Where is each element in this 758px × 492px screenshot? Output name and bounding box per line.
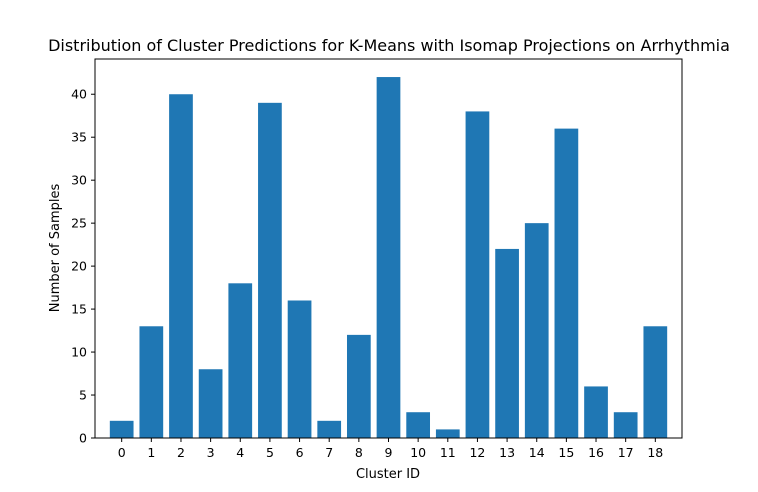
x-tick-label: 4: [236, 445, 244, 460]
bar-cluster-5: [258, 102, 282, 439]
x-tick-label: 9: [385, 445, 393, 460]
x-axis-label: Cluster ID: [356, 467, 420, 482]
bar-cluster-0: [109, 420, 134, 438]
x-tick-label: 14: [529, 445, 545, 460]
x-tick-label: 18: [647, 445, 663, 460]
bar-cluster-3: [198, 369, 223, 438]
x-tick-label: 17: [618, 445, 634, 460]
x-tick-label: 11: [440, 445, 456, 460]
y-tick-label: 30: [71, 173, 87, 188]
x-tick-label: 7: [325, 445, 333, 460]
bar-cluster-9: [376, 77, 401, 439]
bar-cluster-10: [406, 412, 431, 438]
bar-cluster-17: [613, 412, 638, 438]
y-ticks: 0 5 10 15 20 25 30 35 40: [71, 87, 95, 446]
x-ticks: 0 1 2 3 4 5 6 7 8 9 10 11 12 13 14 15 16 17 18: [118, 438, 663, 460]
bar-cluster-8: [346, 334, 371, 438]
plot-frame: [94, 58, 683, 439]
bar-cluster-7: [317, 420, 342, 438]
y-tick-label: 25: [71, 216, 87, 231]
x-tick-label: 15: [558, 445, 574, 460]
bar-cluster-6: [287, 300, 312, 438]
y-tick-label: 0: [79, 431, 87, 446]
bar-cluster-4: [228, 283, 253, 438]
x-tick-label: 1: [147, 445, 155, 460]
bars-group: [109, 77, 668, 439]
x-tick-label: 12: [469, 445, 485, 460]
bar-cluster-15: [554, 128, 579, 438]
y-tick-label: 10: [71, 345, 87, 360]
y-tick-label: 20: [71, 259, 87, 274]
bar-cluster-12: [465, 111, 490, 438]
bar-cluster-11: [435, 429, 460, 438]
x-tick-label: 10: [410, 445, 426, 460]
bar-cluster-14: [524, 223, 549, 438]
y-axis-label: Number of Samples: [48, 184, 63, 313]
x-tick-label: 2: [177, 445, 185, 460]
bar-cluster-1: [139, 326, 164, 438]
x-tick-label: 13: [499, 445, 515, 460]
y-tick-label: 5: [79, 388, 87, 403]
bar-cluster-18: [643, 326, 668, 438]
chart-title: Distribution of Cluster Predictions for …: [48, 36, 730, 55]
bar-cluster-13: [495, 248, 519, 438]
y-tick-label: 15: [71, 302, 87, 317]
x-tick-label: 8: [355, 445, 363, 460]
y-tick-label: 35: [71, 130, 87, 145]
x-tick-label: 16: [588, 445, 604, 460]
x-tick-label: 6: [296, 445, 304, 460]
y-tick-label: 40: [71, 87, 87, 102]
bar-cluster-16: [584, 386, 608, 438]
x-tick-label: 5: [266, 445, 274, 460]
x-tick-label: 0: [118, 445, 126, 460]
x-tick-label: 3: [207, 445, 215, 460]
bar-cluster-2: [169, 94, 193, 438]
